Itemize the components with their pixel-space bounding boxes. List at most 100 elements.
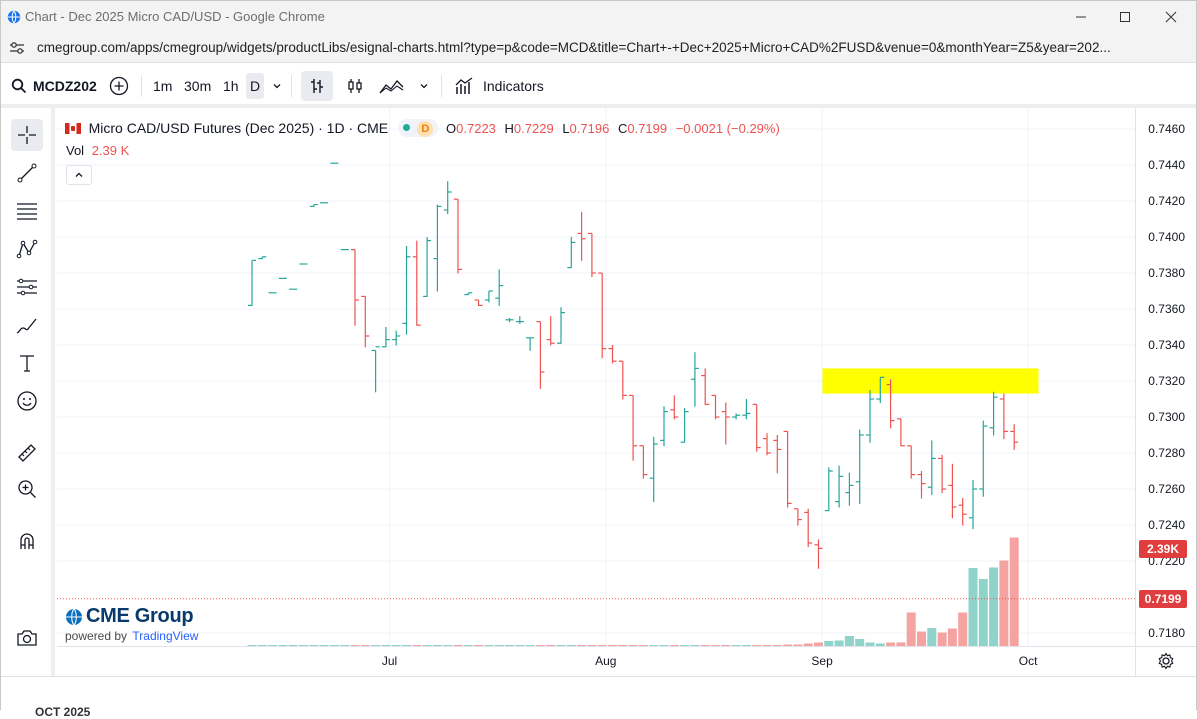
bar-style-button[interactable] [301,71,333,101]
indicators-label: Indicators [483,77,544,94]
volume-bar [978,579,988,646]
ohlc-bar [690,352,699,407]
ohlc-bar [433,204,442,292]
price-chart[interactable]: 0.7460 0.7440 0.7420 0.7400 0.7380 0.7360 0.73… [57,108,1196,676]
forecast-tool[interactable] [11,271,43,303]
volume-bar [947,628,957,646]
title-bar: Chart - Dec 2025 Micro CAD/USD - Google … [1,1,1196,33]
compare-button[interactable] [109,67,129,104]
symbol-input[interactable]: MCDZ202 [33,77,97,94]
ohlc-bar [742,399,751,420]
volume-bar [649,645,659,646]
ohlc-bar [484,290,493,303]
interval-dropdown[interactable] [271,67,283,104]
ohlc-bar [454,198,462,274]
ohlc-bar [866,390,874,443]
close-button[interactable] [1148,1,1194,33]
ohlc-bar [505,318,514,323]
interval-1m[interactable]: 1m [153,67,172,104]
fib-tool[interactable] [11,195,43,227]
vol-label: Vol [66,143,85,158]
ohlc-bar [351,249,359,326]
chart-type-dropdown[interactable] [418,67,430,104]
pattern-tool[interactable] [11,233,43,265]
ohlc-bar [299,263,308,265]
volume-bar [721,645,731,646]
close-icon [1165,11,1177,23]
volume-bar [917,631,926,646]
volume-bar [608,645,617,646]
measure-tool[interactable] [11,437,43,469]
volume-bar [432,645,442,646]
tradingview-link[interactable]: TradingView [132,629,199,643]
indicators-button[interactable]: Indicators [455,67,544,104]
magnet-tool[interactable] [11,525,43,557]
ohlc-bar [371,346,380,393]
ohlc-bar [577,211,586,261]
volume-bar [247,645,257,646]
volume-bar [309,645,319,646]
ohlc-bar [958,498,967,526]
screenshot-button[interactable] [11,622,43,654]
volume-bar [731,645,741,646]
chart-type-button[interactable] [379,67,405,104]
ohlc-bar [392,330,401,346]
ohlc-bar [793,508,802,526]
zoom-tool[interactable] [11,473,43,505]
chart-settings-button[interactable] [1157,652,1175,670]
ohlc-bar [278,277,287,279]
trend-line-tool[interactable] [11,157,43,189]
volume-bar [546,645,556,646]
ohlc-bar [557,307,565,344]
volume-bar [638,645,648,646]
y-tick-label: 0.7300 [1148,410,1185,424]
ohlc-bar [536,321,545,389]
collapse-legend-button[interactable] [66,165,92,185]
ohlc-bar [979,420,988,497]
y-tick-label: 0.7280 [1148,446,1185,460]
volume-bar [453,645,463,646]
ohlc-bar [423,237,432,297]
text-icon [20,355,34,372]
chart-toolbar: MCDZ202 1m 30m 1h D Indicators [1,67,1196,108]
ohlc-bar [248,259,256,306]
minimize-button[interactable] [1058,1,1104,33]
ohlc-bar [495,269,504,306]
symbol-search[interactable]: MCDZ202 [11,67,97,104]
volume-bar [371,645,381,646]
ohlc-bar [320,202,329,204]
add-circle-icon [109,76,129,95]
chevron-up-icon [75,172,83,177]
volume-bar [597,645,607,646]
chart-pane[interactable]: 0.7460 0.7440 0.7420 0.7400 0.7380 0.7360 0.73… [57,108,1196,676]
interval-1h[interactable]: 1h [223,67,239,104]
volume-bar [288,645,298,646]
brush-tool[interactable] [11,309,43,341]
c-value: 0.7199 [627,121,668,136]
text-tool[interactable] [11,347,43,379]
ohlc-bar [587,232,596,278]
ohlc-bar [608,345,617,364]
ohlc-bar [474,299,483,306]
candles-button[interactable] [346,67,364,104]
ohlc-bar [330,162,339,164]
crosshair-tool[interactable] [11,119,43,151]
market-status[interactable]: D [397,119,439,137]
volume-bar [577,645,587,646]
site-info-icon[interactable] [9,41,25,55]
interval-d[interactable]: D [246,73,264,99]
url-field[interactable]: cmegroup.com/apps/cmegroup/widgets/produ… [37,40,1111,55]
minimize-icon [1076,16,1086,18]
emoji-tool[interactable] [11,385,43,417]
volume-bar [350,645,360,646]
y-tick-label: 0.7400 [1148,230,1185,244]
volume-bar [340,645,350,646]
ohlc-bar [773,435,782,474]
interval-30m[interactable]: 30m [184,67,211,104]
y-tick-label: 0.7340 [1148,338,1185,352]
volume-bar [391,645,401,646]
maximize-button[interactable] [1102,1,1148,33]
volume-bar [814,642,823,646]
volume-bar [803,643,813,646]
ohlc-bar [999,393,1008,440]
